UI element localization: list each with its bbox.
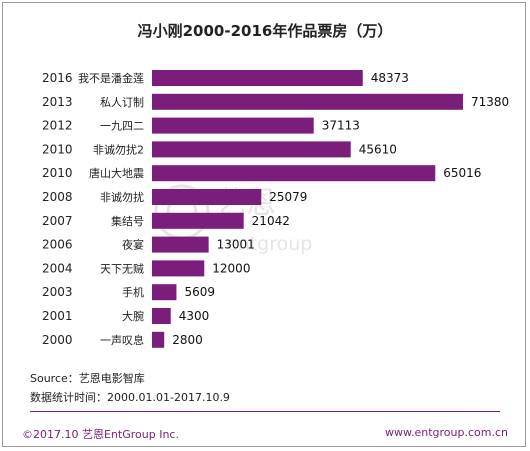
bar bbox=[152, 141, 351, 158]
website-link[interactable]: www.entgroup.com.cn bbox=[385, 426, 508, 439]
value-label: 13001 bbox=[217, 238, 255, 252]
year-label: 2004 bbox=[42, 261, 73, 275]
year-label: 2008 bbox=[42, 190, 73, 204]
source-note: Source：艺恩电影智库 bbox=[30, 372, 145, 385]
value-label: 45610 bbox=[359, 142, 397, 156]
year-label: 2003 bbox=[42, 285, 73, 299]
year-label: 2001 bbox=[42, 309, 73, 323]
bar bbox=[152, 189, 262, 205]
year-label: 2007 bbox=[42, 214, 73, 228]
bar bbox=[152, 70, 363, 86]
year-label: 2000 bbox=[42, 333, 73, 347]
film-label: 天下无贼 bbox=[100, 261, 144, 275]
year-label: 2006 bbox=[42, 238, 73, 252]
value-label: 4300 bbox=[179, 309, 210, 323]
film-label: 一九四二 bbox=[100, 120, 144, 133]
film-label: 非诚勿扰2 bbox=[93, 142, 144, 156]
film-label: 唐山大地震 bbox=[89, 166, 144, 180]
bar bbox=[152, 331, 165, 348]
value-label: 12000 bbox=[212, 261, 250, 275]
watermark-en: entgroup bbox=[226, 233, 312, 255]
film-label: 我不是潘金莲 bbox=[78, 71, 144, 85]
value-label: 21042 bbox=[252, 214, 290, 228]
value-label: 48373 bbox=[371, 71, 409, 85]
footer-divider bbox=[30, 411, 500, 412]
film-label: 集结号 bbox=[111, 214, 144, 228]
value-label: 5609 bbox=[184, 285, 215, 299]
chart-title: 冯小刚2000-2016年作品票房（万） bbox=[137, 22, 393, 40]
year-label: 2016 bbox=[42, 71, 73, 85]
value-label: 37113 bbox=[322, 119, 360, 133]
film-label: 一声叹息 bbox=[100, 333, 144, 347]
year-label: 2012 bbox=[42, 119, 73, 133]
bar bbox=[152, 284, 177, 301]
bar bbox=[152, 165, 436, 182]
year-label: 2010 bbox=[42, 166, 73, 180]
bar bbox=[152, 308, 171, 324]
period-note: 数据统计时间：2000.01.01-2017.10.9 bbox=[30, 391, 230, 404]
film-label: 非诚勿扰 bbox=[100, 190, 144, 204]
film-label: 大腕 bbox=[122, 309, 144, 323]
value-label: 71380 bbox=[471, 95, 509, 109]
bar bbox=[152, 212, 244, 229]
bar bbox=[152, 93, 463, 110]
value-label: 2800 bbox=[172, 333, 203, 347]
bar bbox=[152, 236, 209, 253]
value-label: 65016 bbox=[443, 166, 481, 180]
copyright-text: ©2017.10 艺恩EntGroup Inc. bbox=[22, 428, 179, 441]
bar bbox=[152, 260, 205, 277]
year-label: 2013 bbox=[42, 95, 73, 109]
film-label: 夜宴 bbox=[122, 238, 144, 252]
bar bbox=[152, 117, 314, 134]
film-label: 手机 bbox=[122, 285, 144, 299]
value-label: 25079 bbox=[269, 190, 307, 204]
film-label: 私人订制 bbox=[100, 96, 144, 109]
year-label: 2010 bbox=[42, 142, 73, 156]
